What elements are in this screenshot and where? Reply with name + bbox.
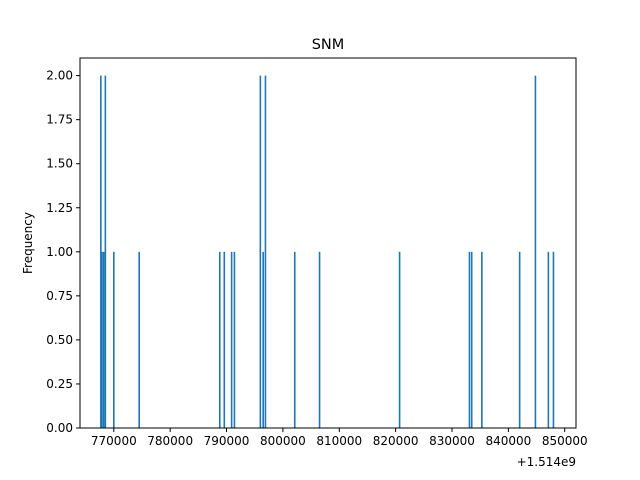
histogram-bar xyxy=(468,251,471,428)
y-tick-label: 1.25 xyxy=(46,201,73,215)
histogram-bar xyxy=(481,251,483,428)
histogram-bar xyxy=(101,251,103,428)
chart-title: SNM xyxy=(312,37,345,53)
y-tick-label: 1.75 xyxy=(46,113,73,127)
y-tick-label: 0.75 xyxy=(46,289,73,303)
histogram-bar xyxy=(233,251,236,428)
histogram-bar xyxy=(547,251,550,428)
histogram-bar xyxy=(398,251,401,428)
y-axis-label: Frequency xyxy=(21,212,35,274)
histogram-bar xyxy=(230,251,233,428)
histogram-bar xyxy=(104,75,107,429)
histogram-bar xyxy=(552,251,555,428)
histogram-bar xyxy=(138,251,140,428)
x-tick-label: 770000 xyxy=(91,434,137,448)
histogram-bar xyxy=(518,251,521,428)
histogram-bar xyxy=(264,75,267,429)
x-tick-label: 780000 xyxy=(147,434,193,448)
x-tick-label: 850000 xyxy=(542,434,588,448)
histogram-bar xyxy=(100,75,102,429)
y-tick-label: 0.00 xyxy=(46,421,73,435)
y-tick-label: 2.00 xyxy=(46,69,73,83)
histogram-bar xyxy=(318,251,321,428)
y-tick-label: 1.50 xyxy=(46,157,73,171)
x-axis-offset-label: +1.514e9 xyxy=(517,455,576,469)
x-tick-label: 830000 xyxy=(429,434,475,448)
y-tick-label: 0.50 xyxy=(46,333,73,347)
bars-group xyxy=(100,75,555,429)
y-tick-label: 0.25 xyxy=(46,377,73,391)
x-tick-label: 790000 xyxy=(204,434,250,448)
histogram-bar xyxy=(218,251,221,428)
y-tick-label: 1.00 xyxy=(46,245,73,259)
histogram-bar xyxy=(259,75,262,429)
x-tick-label: 820000 xyxy=(373,434,419,448)
histogram-bar xyxy=(223,251,226,428)
histogram-bar xyxy=(534,75,537,429)
histogram-bar xyxy=(293,251,296,428)
x-tick-label: 840000 xyxy=(485,434,531,448)
x-axis-ticks: 770000 780000 790000 800000 810000 820000 8300… xyxy=(91,428,588,448)
plot-frame xyxy=(79,57,577,429)
x-tick-label: 800000 xyxy=(260,434,306,448)
histogram-bar xyxy=(262,251,264,428)
histogram-bar xyxy=(470,251,473,428)
histogram-bar xyxy=(102,251,105,428)
histogram-bar xyxy=(113,251,115,428)
x-tick-label: 810000 xyxy=(316,434,362,448)
y-axis-ticks: 0.00 0.25 0.50 0.75 1.00 1.25 1.50 1.75 2.00 xyxy=(46,69,80,435)
